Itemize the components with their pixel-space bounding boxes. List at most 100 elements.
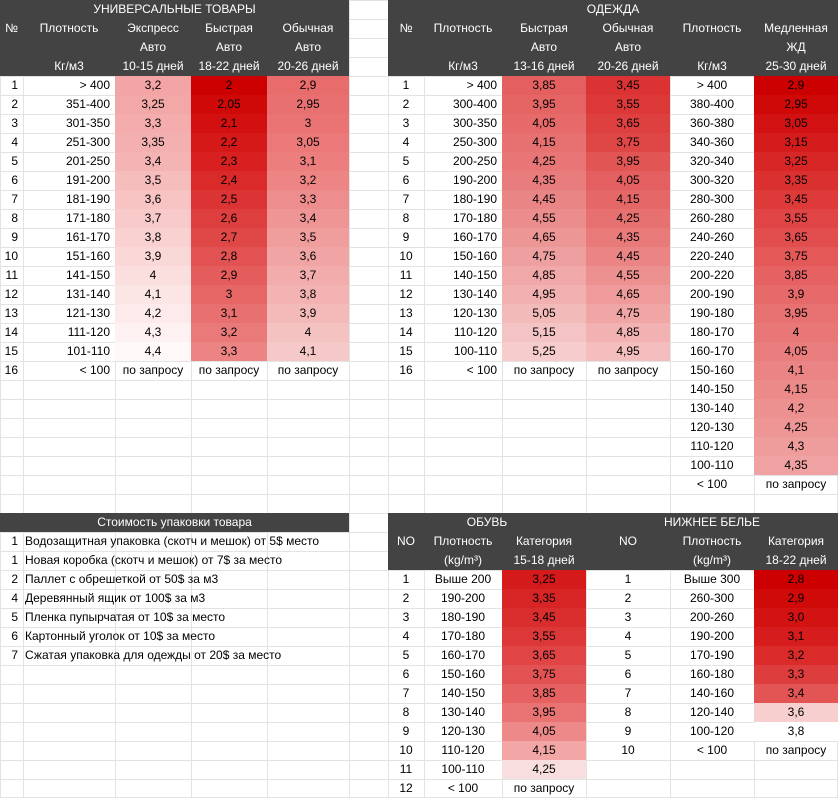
clothing-rail-price[interactable]: 3,95 [754,304,838,323]
clothing-rail-density[interactable]: 140-150 [689,382,735,396]
clothing-rail-price[interactable]: по запросу [765,477,827,491]
universal-row-density[interactable]: 151-160 [65,249,110,263]
clothing-header-cell[interactable]: Быстрая [502,19,586,38]
clothing-rail-density[interactable]: 220-240 [689,249,735,263]
clothing-normal-price[interactable]: 4,95 [586,342,670,361]
clothing-rail-density[interactable]: > 400 [696,78,728,92]
universal-row-no[interactable]: 9 [11,230,18,244]
clothing-rail-density[interactable]: 320-340 [689,154,735,168]
shoes-row-density[interactable]: 110-120 [441,743,485,757]
universal-normal-price[interactable]: 3,3 [267,190,349,209]
clothing-row-density[interactable]: 100-110 [453,344,497,358]
universal-express-price[interactable]: 3,6 [115,190,191,209]
shoes-row-no[interactable]: 6 [402,667,410,681]
underwear-row-density[interactable]: 260-300 [689,591,735,605]
shoes-price[interactable]: 4,05 [502,722,586,741]
underwear-row-no[interactable]: 5 [624,648,632,662]
clothing-row-no[interactable]: 13 [399,306,413,320]
clothing-rail-price[interactable]: 4,25 [754,418,838,437]
clothing-normal-price[interactable]: по запросу [597,363,659,377]
clothing-rail-density[interactable]: 130-140 [689,401,735,415]
clothing-rail-price[interactable]: 3,25 [754,152,838,171]
shoes-price[interactable]: 4,15 [502,741,586,760]
universal-row-density[interactable]: > 400 [79,78,110,92]
universal-express-price[interactable]: 3,3 [115,114,191,133]
clothing-row-density[interactable]: 180-190 [452,192,497,206]
universal-header-cell[interactable] [23,38,115,57]
packaging-item-no[interactable]: 1 [11,553,18,567]
shoes-row-density[interactable]: 140-150 [440,686,486,700]
universal-header-cell[interactable]: Экспресс [115,19,191,38]
shoes-row-no[interactable]: 10 [399,743,413,757]
clothing-row-density[interactable]: 120-130 [452,306,497,320]
clothing-rail-price[interactable]: 4,35 [754,456,838,475]
shoes-row-density[interactable]: Выше 200 [434,572,492,586]
universal-header-cell[interactable]: Быстрая [191,19,267,38]
universal-fast-price[interactable]: 2,9 [191,266,267,285]
clothing-header-cell[interactable]: Медленная [754,19,838,38]
underwear-row-density[interactable]: 170-190 [689,648,735,662]
universal-express-price[interactable]: 4,1 [115,285,191,304]
packaging-item-text[interactable]: Новая коробка (скотч и мешок) от 7$ за м… [25,553,282,567]
underwear-price[interactable]: 2,8 [754,570,838,589]
clothing-rail-density[interactable]: 190-180 [689,306,735,320]
underwear-header-cell[interactable]: Категория [754,532,838,551]
shoes-row-density[interactable]: < 100 [447,781,479,795]
clothing-fast-price[interactable]: 3,95 [502,95,586,114]
shoes-price[interactable]: 4,25 [502,760,586,779]
clothing-rail-density[interactable]: 100-110 [690,458,734,472]
clothing-rail-density[interactable]: 380-400 [689,97,735,111]
universal-row-density[interactable]: 251-300 [65,135,110,149]
shoes-price[interactable]: 3,45 [502,608,586,627]
clothing-fast-price[interactable]: 3,85 [502,76,586,95]
clothing-row-no[interactable]: 2 [402,97,410,111]
clothing-rail-density[interactable]: 160-170 [689,344,735,358]
clothing-normal-price[interactable]: 4,25 [586,209,670,228]
clothing-rail-density[interactable]: 260-280 [689,211,735,225]
shoes-row-density[interactable]: 150-160 [440,667,486,681]
underwear-row-no[interactable]: 2 [624,591,632,605]
clothing-row-density[interactable]: 110-120 [453,325,497,339]
clothing-rail-density[interactable]: < 100 [696,477,728,491]
packaging-item-text[interactable]: Паллет с обрешеткой от 50$ за м3 [25,572,219,586]
clothing-rail-price[interactable]: 3,15 [754,133,838,152]
underwear-price[interactable]: 3,0 [754,608,838,627]
clothing-normal-price[interactable]: 4,55 [586,266,670,285]
packaging-item-no[interactable]: 5 [11,610,18,624]
clothing-row-density[interactable]: > 400 [466,78,497,92]
universal-header-cell[interactable] [0,38,23,57]
universal-row-no[interactable]: 16 [4,363,18,377]
clothing-row-no[interactable]: 14 [399,325,413,339]
clothing-normal-price[interactable]: 4,05 [586,171,670,190]
underwear-price[interactable]: 3,1 [754,627,838,646]
packaging-item-text[interactable]: Деревянный ящик от 100$ за м3 [25,591,206,605]
universal-fast-price[interactable]: 2,1 [191,114,267,133]
shoes-row-no[interactable]: 2 [402,591,410,605]
universal-header-cell[interactable]: 10-15 дней [115,57,191,76]
clothing-rail-density[interactable]: 150-160 [689,363,735,377]
underwear-row-no[interactable]: 8 [624,705,632,719]
universal-row-no[interactable]: 7 [11,192,18,206]
clothing-normal-price[interactable]: 3,65 [586,114,670,133]
universal-normal-price[interactable]: 3,7 [267,266,349,285]
universal-fast-price[interactable]: 2 [191,76,267,95]
underwear-row-no[interactable]: 9 [624,724,632,738]
clothing-row-no[interactable]: 5 [402,154,410,168]
clothing-row-density[interactable]: 250-300 [452,135,497,149]
shoes-header-cell[interactable]: 15-18 дней [502,551,586,570]
clothing-fast-price[interactable]: 4,75 [502,247,586,266]
universal-normal-price[interactable]: 3,05 [267,133,349,152]
shoes-row-no[interactable]: 7 [402,686,410,700]
universal-fast-price[interactable]: 2,2 [191,133,267,152]
universal-row-no[interactable]: 6 [11,173,18,187]
clothing-normal-price[interactable]: 4,75 [586,304,670,323]
clothing-header-cell[interactable]: Авто [502,38,586,57]
clothing-row-no[interactable]: 6 [402,173,410,187]
clothing-rail-price[interactable]: 4,2 [754,399,838,418]
universal-row-density[interactable]: 121-130 [65,306,110,320]
universal-express-price[interactable]: 4,4 [115,342,191,361]
underwear-row-no[interactable]: 6 [624,667,632,681]
shoes-row-no[interactable]: 1 [402,572,410,586]
packaging-title[interactable]: Стоимость упаковки товара [0,513,349,532]
clothing-normal-price[interactable]: 4,15 [586,190,670,209]
